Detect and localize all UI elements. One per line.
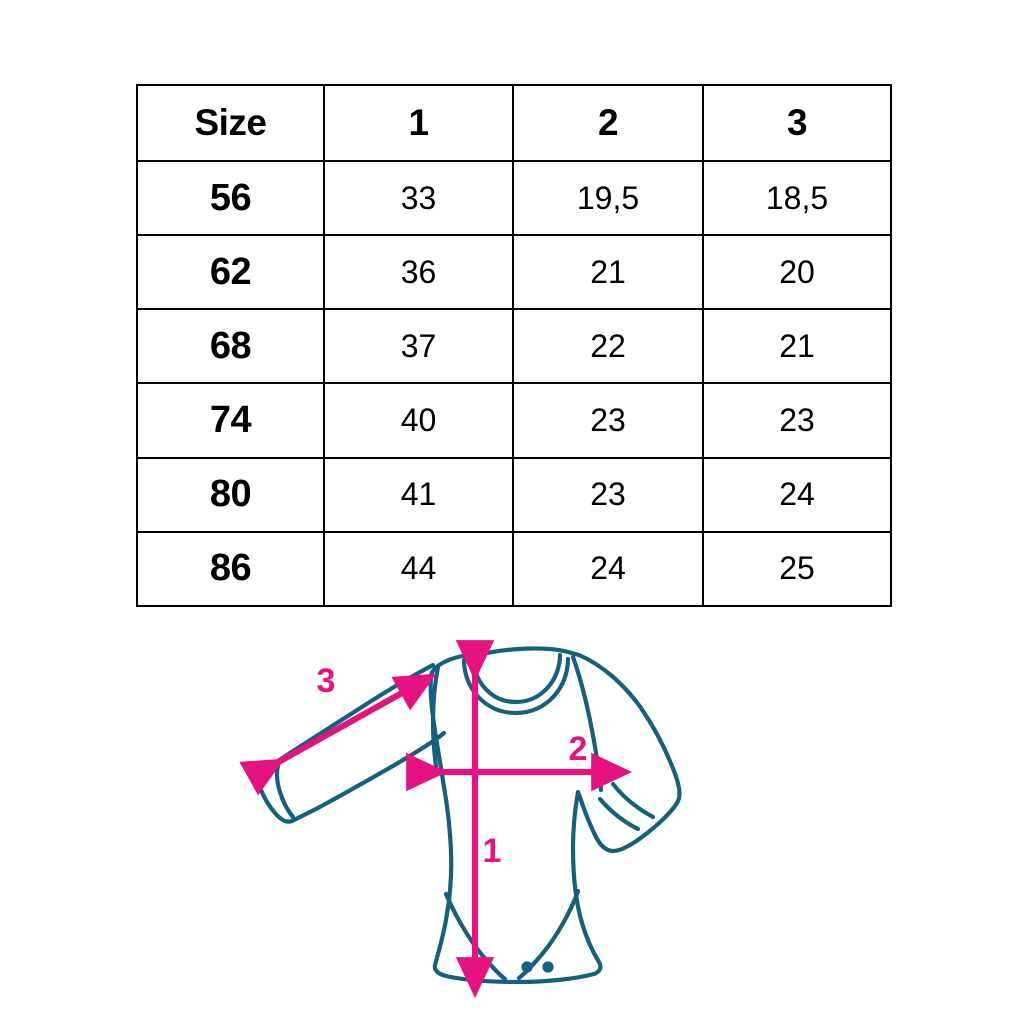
size-table: Size 1 2 3 56 33 19,5 18,5 62 36 21 20 xyxy=(136,84,892,608)
cell-measure-2: 23 xyxy=(512,456,704,533)
cell-size: 80 xyxy=(136,456,325,533)
cell-measure-1: 44 xyxy=(323,530,514,608)
right-sleeve-cuff-outer xyxy=(610,781,656,820)
cell-size: 56 xyxy=(136,159,325,237)
cell-measure-2: 21 xyxy=(512,234,704,311)
table-row: 86 44 24 25 xyxy=(136,530,892,608)
table-row: 80 41 23 24 xyxy=(136,456,892,533)
neckline xyxy=(470,652,563,705)
cell-measure-1: 40 xyxy=(323,382,514,459)
cell-size: 86 xyxy=(136,530,325,608)
table-row: 74 40 23 23 xyxy=(136,382,892,459)
cell-measure-1: 41 xyxy=(323,456,514,533)
snap-button xyxy=(521,961,533,973)
cell-measure-2: 19,5 xyxy=(512,159,704,237)
table-header-row: Size 1 2 3 xyxy=(136,84,892,162)
table-row: 68 37 22 21 xyxy=(136,308,892,385)
size-table-container: Size 1 2 3 56 33 19,5 18,5 62 36 21 20 xyxy=(136,84,892,608)
left-sleeve-cuff xyxy=(274,757,296,820)
cell-measure-3: 24 xyxy=(702,456,892,533)
cell-measure-3: 18,5 xyxy=(702,159,892,237)
cell-measure-1: 36 xyxy=(323,234,514,311)
cell-measure-1: 33 xyxy=(323,159,514,237)
cell-size: 68 xyxy=(136,308,325,385)
sleeve-arrow-3 xyxy=(239,673,437,796)
cell-measure-3: 23 xyxy=(702,382,892,459)
column-header-size: Size xyxy=(136,84,325,162)
neckline-collar-band xyxy=(461,656,571,716)
dimension-label-2: 2 xyxy=(569,730,588,768)
cell-measure-3: 20 xyxy=(702,234,892,311)
right-leg-seam xyxy=(516,888,581,981)
cell-measure-2: 24 xyxy=(512,530,704,608)
column-header-2: 2 xyxy=(512,84,704,162)
cell-measure-3: 21 xyxy=(702,308,892,385)
column-header-1: 1 xyxy=(323,84,514,162)
column-header-3: 3 xyxy=(702,84,892,162)
right-sleeve-cuff xyxy=(597,796,641,832)
cell-size: 74 xyxy=(136,382,325,459)
garment-diagram: 1 2 3 xyxy=(230,632,720,1024)
cell-measure-2: 23 xyxy=(512,382,704,459)
table-row: 56 33 19,5 18,5 xyxy=(136,159,892,237)
table-row: 62 36 21 20 xyxy=(136,234,892,311)
cell-measure-2: 22 xyxy=(512,308,704,385)
body-silhouette xyxy=(428,646,682,985)
cell-size: 62 xyxy=(136,234,325,311)
dimension-label-3: 3 xyxy=(317,662,336,700)
cell-measure-3: 25 xyxy=(702,530,892,608)
dimension-label-1: 1 xyxy=(483,832,502,870)
snap-button xyxy=(542,961,554,973)
cell-measure-1: 37 xyxy=(323,308,514,385)
